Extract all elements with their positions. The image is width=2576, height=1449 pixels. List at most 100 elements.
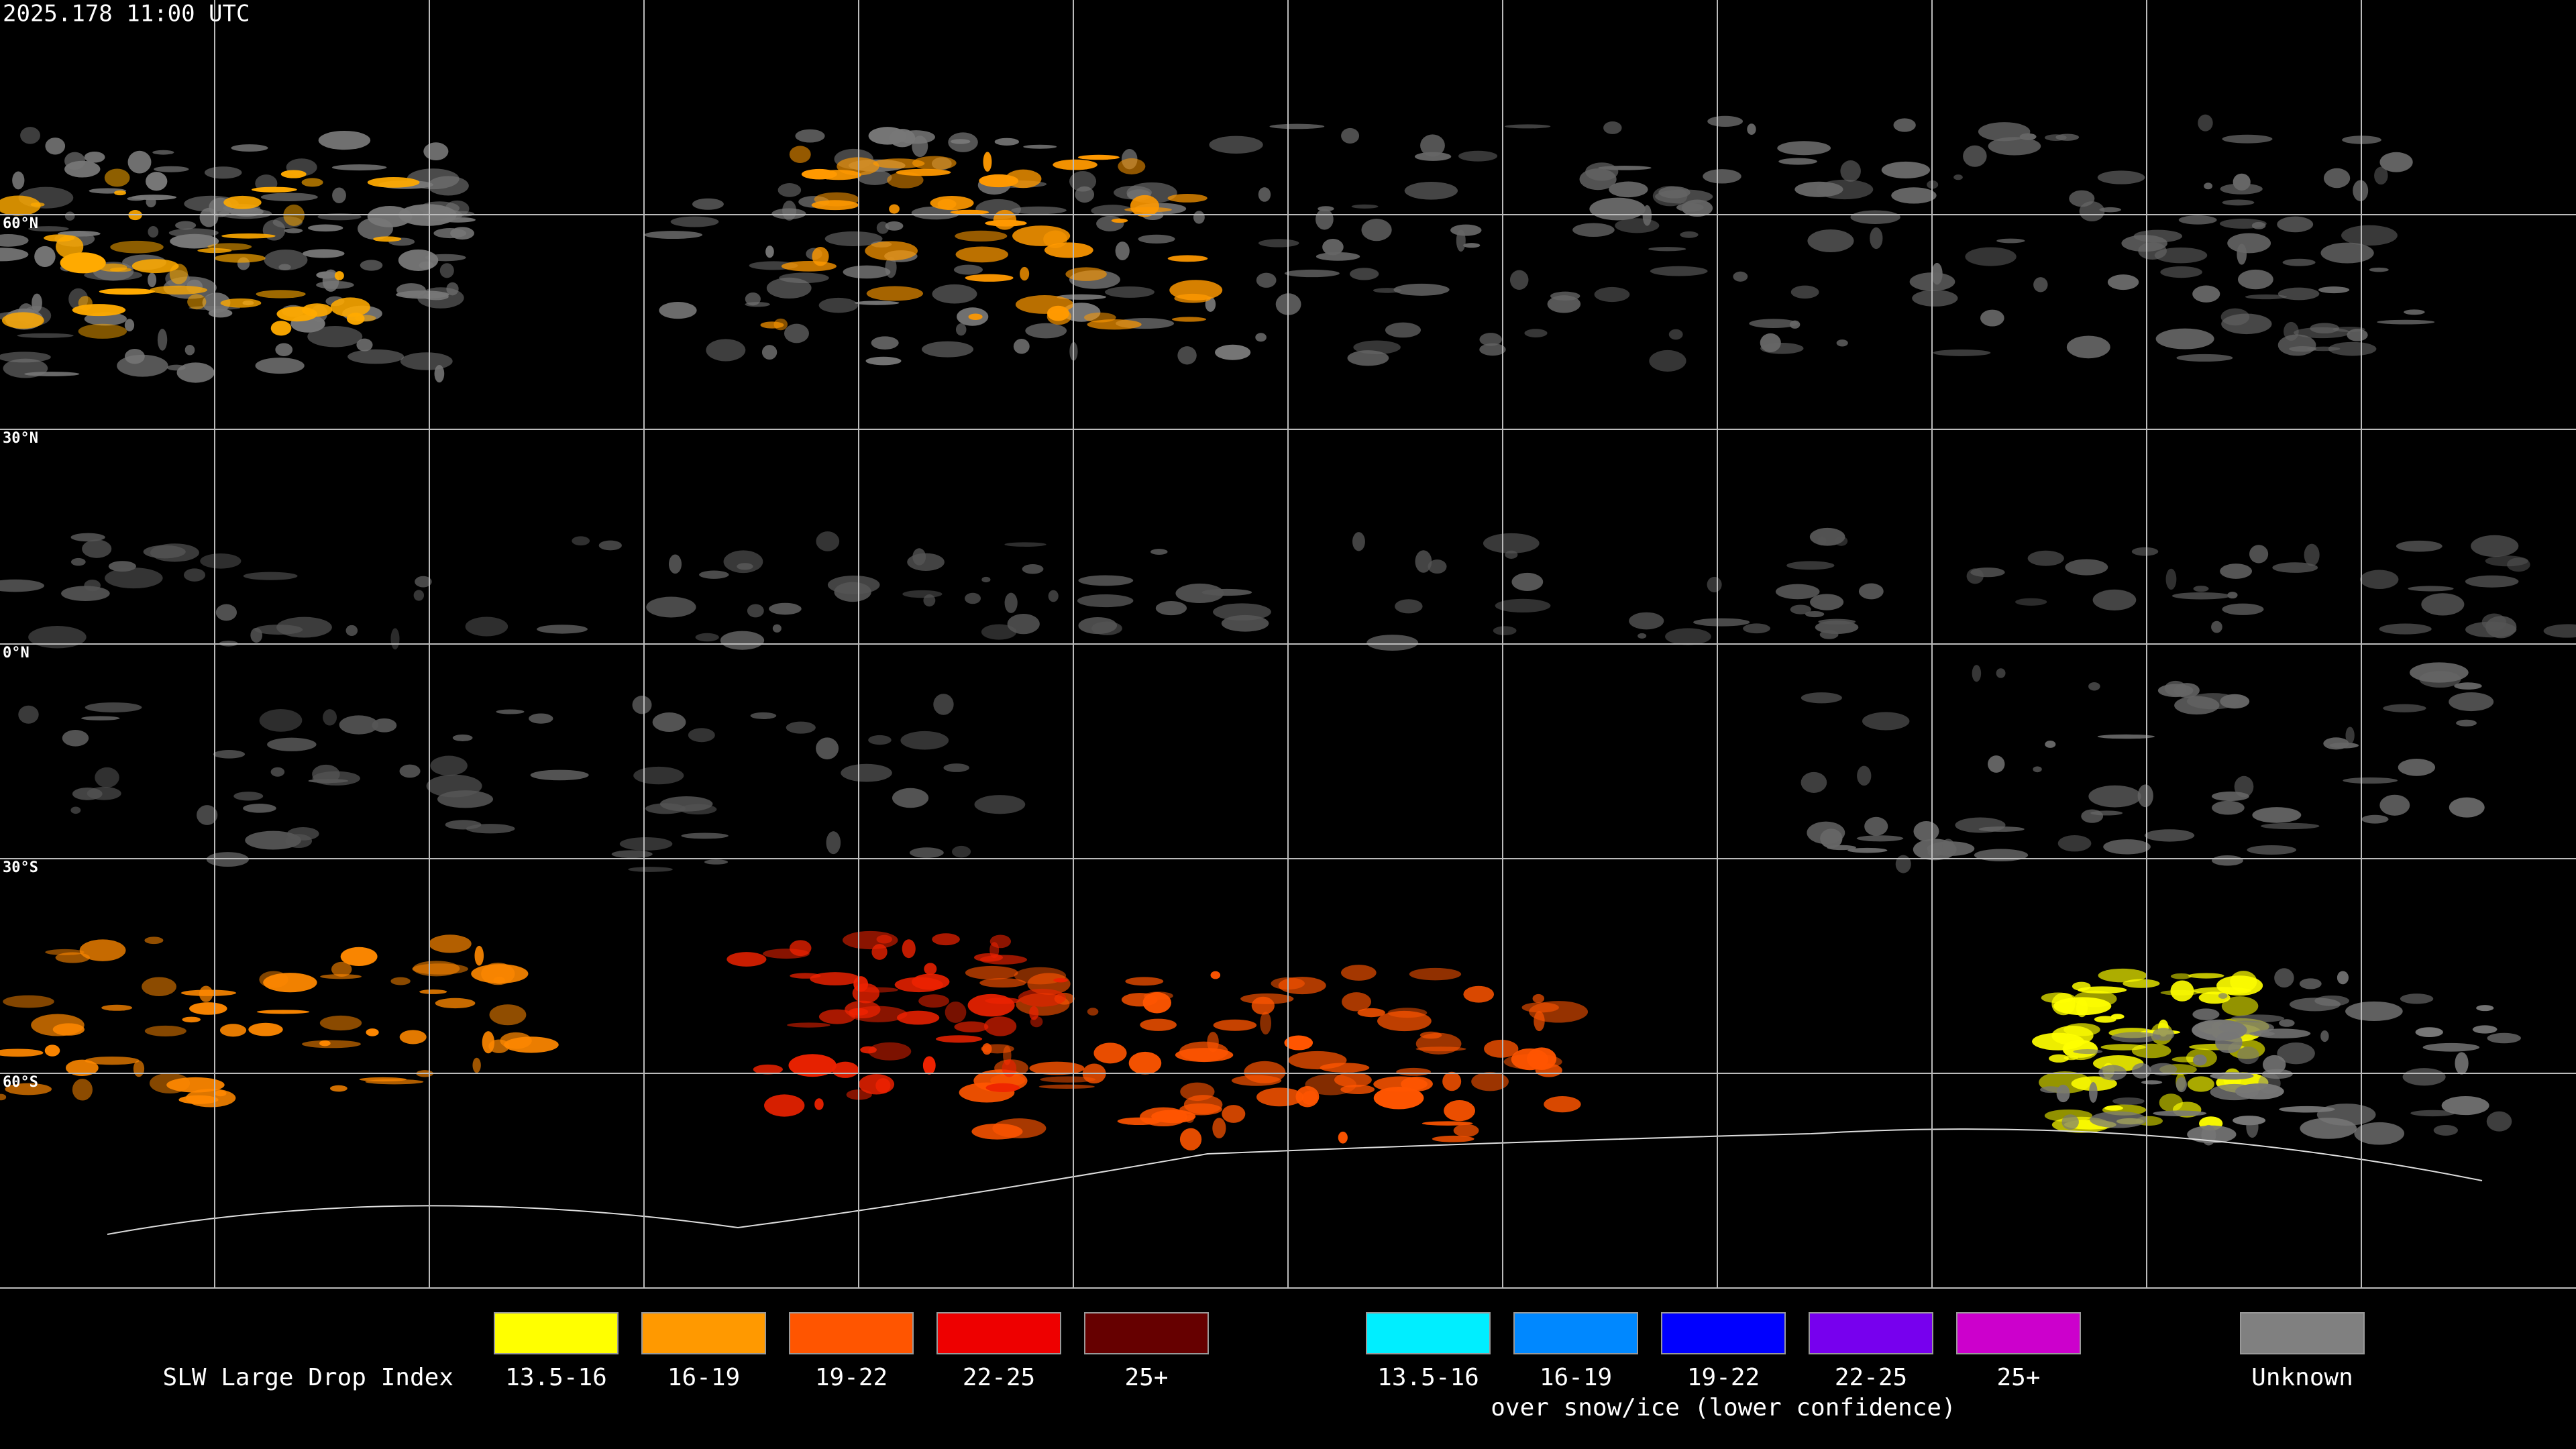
cloud-patch bbox=[2187, 1076, 2214, 1092]
cloud-patch bbox=[2220, 564, 2252, 579]
cloud-patch bbox=[2398, 759, 2436, 776]
cloud-patch bbox=[766, 277, 812, 299]
cloud-patch bbox=[1980, 309, 2004, 327]
cloud-patch bbox=[330, 297, 370, 317]
cloud-patch bbox=[2015, 598, 2047, 606]
cloud-patch bbox=[2354, 1122, 2405, 1145]
cloud-patch bbox=[2061, 1114, 2079, 1130]
cloud-patch bbox=[1420, 134, 1445, 157]
cloud-patch bbox=[2112, 1097, 2145, 1106]
cloud-patch bbox=[1743, 623, 1770, 634]
cloud-patch bbox=[885, 221, 904, 231]
cloud-patch bbox=[1484, 1039, 1519, 1058]
cloud-patch bbox=[1401, 1076, 1433, 1091]
cloud-patch bbox=[2160, 266, 2202, 278]
cloud-patch bbox=[243, 804, 276, 813]
cloud-patch bbox=[2379, 152, 2413, 172]
cloud-patch bbox=[989, 934, 1012, 949]
legend-label: Unknown bbox=[2251, 1364, 2353, 1391]
cloud-patch bbox=[1316, 252, 1360, 261]
cloud-patch bbox=[231, 144, 268, 152]
cloud-patch bbox=[824, 231, 883, 247]
cloud-patch bbox=[1988, 137, 2041, 156]
legend-label: 16-19 bbox=[1540, 1364, 1612, 1391]
cloud-patch bbox=[1996, 668, 2006, 678]
cloud-patch bbox=[2234, 775, 2254, 798]
cloud-patch bbox=[1840, 160, 1861, 182]
cloud-patch bbox=[2192, 285, 2220, 303]
cloud-patch bbox=[1524, 329, 1548, 337]
cloud-patch bbox=[1931, 262, 1943, 285]
cloud-patch bbox=[2097, 734, 2155, 739]
cloud-patch bbox=[1011, 206, 1067, 215]
cloud-patch bbox=[199, 207, 219, 227]
cloud-patch bbox=[2073, 1049, 2103, 1055]
cloud-patch bbox=[782, 200, 797, 221]
cloud-patch bbox=[256, 1010, 310, 1014]
cloud-patch bbox=[873, 158, 925, 169]
cloud-patch bbox=[2237, 269, 2273, 290]
cloud-patch bbox=[1970, 567, 2005, 578]
cloud-patch bbox=[933, 694, 954, 715]
cloud-patch bbox=[1415, 550, 1432, 573]
cloud-patch bbox=[932, 284, 977, 304]
cloud-patch bbox=[302, 1040, 361, 1049]
cloud-patch bbox=[20, 127, 40, 144]
cloud-patch bbox=[1801, 771, 1827, 793]
cloud-patch bbox=[1432, 1135, 1474, 1142]
cloud-patch bbox=[981, 624, 1017, 640]
cloud-patch bbox=[1231, 1075, 1282, 1086]
cloud-patch bbox=[1078, 575, 1134, 586]
cloud-patch bbox=[131, 259, 179, 274]
cloud-patch bbox=[1972, 665, 1982, 682]
cloud-patch bbox=[1511, 572, 1544, 591]
cloud-patch bbox=[144, 936, 164, 945]
cloud-patch bbox=[1415, 1032, 1462, 1055]
cloud-patch bbox=[1680, 231, 1699, 238]
cloud-patch bbox=[250, 627, 263, 643]
cloud-patch bbox=[954, 1021, 989, 1032]
cloud-patch bbox=[157, 329, 168, 351]
cloud-patch bbox=[439, 263, 454, 278]
cloud-patch bbox=[220, 298, 262, 308]
cloud-patch bbox=[1385, 322, 1421, 338]
cloud-patch bbox=[1638, 633, 1647, 639]
cloud-patch bbox=[789, 146, 811, 163]
cloud-patch bbox=[1022, 564, 1044, 574]
cloud-patch bbox=[417, 287, 464, 309]
cloud-patch bbox=[2099, 207, 2121, 213]
cloud-patch bbox=[84, 580, 101, 592]
legend-label: 22-25 bbox=[963, 1364, 1035, 1391]
graticule: 60°N 30°N 0°N 30°S 60°S bbox=[0, 0, 2576, 1288]
cloud-patch bbox=[182, 1016, 201, 1023]
cloud-patch bbox=[339, 715, 378, 735]
timestamp: 2025.178 11:00 UTC bbox=[3, 1, 250, 28]
cloud-patch bbox=[2347, 329, 2368, 341]
cloud-patch bbox=[1334, 1072, 1372, 1087]
cloud-patch bbox=[45, 138, 66, 155]
cloud-patch bbox=[572, 536, 590, 546]
cloud-patch bbox=[430, 755, 468, 776]
cloud-patch bbox=[95, 767, 119, 788]
cloud-patch bbox=[1393, 283, 1450, 296]
cloud-patch bbox=[943, 763, 969, 772]
cloud-patch bbox=[1594, 286, 1630, 303]
cloud-patch bbox=[909, 847, 944, 858]
cloud-patch bbox=[2341, 225, 2398, 246]
legend-swatch bbox=[2240, 1312, 2365, 1354]
cloud-patch bbox=[1895, 855, 1911, 873]
cloud-patch bbox=[644, 231, 703, 239]
cloud-patch bbox=[853, 976, 869, 992]
cloud-patch bbox=[769, 602, 802, 615]
cloud-patch bbox=[1023, 144, 1057, 149]
cloud-patch bbox=[2133, 229, 2183, 243]
legend-label: 19-22 bbox=[815, 1364, 888, 1391]
cloud-patch bbox=[2282, 258, 2316, 266]
cloud-patch bbox=[1322, 239, 1344, 256]
cloud-patch bbox=[256, 290, 306, 299]
cloud-patch bbox=[907, 553, 945, 572]
cloud-patch bbox=[312, 771, 360, 786]
cloud-patch bbox=[1817, 537, 1827, 546]
cloud-patch bbox=[184, 195, 239, 212]
cloud-patch bbox=[70, 806, 81, 814]
